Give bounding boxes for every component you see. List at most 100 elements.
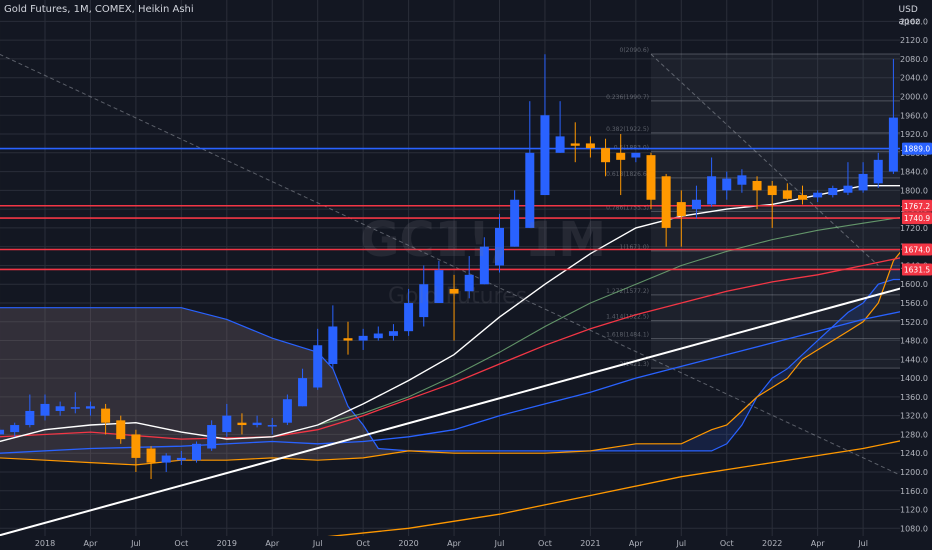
ma-green-line [317, 214, 932, 426]
candle-body [0, 429, 5, 435]
diagonal-dashed-line-2 [650, 53, 879, 266]
price-level-badge-label: 1740.9 [904, 214, 930, 223]
candle-body [479, 246, 489, 285]
candle-body [40, 403, 50, 416]
diagonal-dashed-line [0, 53, 924, 487]
fib-level-label: 0.786(1755.3) [606, 204, 649, 211]
price-tick-label: 1360.0 [900, 393, 928, 402]
price-tick-label: 2160.0 [900, 17, 928, 26]
price-axis: 1080.0 1120.0 1160.0 1200.0 1240.0 1280.0 1320… [900, 0, 932, 550]
price-tick-label: 1120.0 [900, 506, 928, 515]
price-tick-label: 1560.0 [900, 299, 928, 308]
time-tick-label: 2021 [580, 539, 600, 548]
price-tick-label: 1600.0 [900, 280, 928, 289]
candle-body [25, 410, 35, 426]
chart-title: Gold Futures, 1M, COMEX, Heikin Ashi [4, 4, 194, 15]
candle-body [419, 284, 429, 318]
candle-body [631, 152, 641, 158]
candle-body [101, 408, 111, 423]
candle-body [585, 143, 595, 149]
candle-body [131, 434, 141, 458]
ma-orange-line [181, 433, 932, 548]
candle-body [707, 176, 717, 205]
time-tick-label: 2018 [35, 539, 55, 548]
candle-body [676, 202, 686, 217]
cloud-upper-line [0, 278, 924, 452]
price-tick-label: 1400.0 [900, 374, 928, 383]
time-tick-label: Apr [84, 539, 99, 548]
cloud-area [0, 239, 924, 465]
candle-body [328, 326, 338, 365]
time-tick-label: Oct [356, 539, 370, 548]
candle-body [752, 180, 762, 191]
price-tick-label: 1920.0 [900, 130, 928, 139]
time-tick-label: Apr [265, 539, 280, 548]
candle-body [146, 448, 156, 463]
currency-code: USD [898, 5, 918, 15]
candle-body [737, 175, 747, 185]
price-level-badge-label: 1631.5 [904, 265, 930, 274]
price-tick-label: 1800.0 [900, 186, 928, 195]
candle-body [616, 152, 626, 160]
candle-body [207, 425, 217, 449]
currency-label: USD apoz [899, 4, 920, 28]
price-level-badge-label: 1674.0 [904, 246, 930, 255]
fib-level-label: 0.618(1826.6) [606, 171, 649, 178]
candle-body [161, 455, 171, 463]
price-tick-label: 1080.0 [900, 524, 928, 533]
time-tick-label: Oct [538, 539, 552, 548]
price-tick-label: 1440.0 [900, 355, 928, 364]
price-tick-label: 1720.0 [900, 224, 928, 233]
candle-body [464, 274, 474, 292]
price-level-badge [902, 243, 932, 256]
time-tick-label: Apr [629, 539, 644, 548]
candle-body [343, 338, 353, 341]
time-tick-label: Oct [720, 539, 734, 548]
time-axis-bg [0, 536, 900, 550]
candle-body [495, 227, 504, 266]
candle-body [813, 192, 823, 198]
candle-body [116, 420, 126, 440]
time-tick-label: Jul [675, 539, 686, 548]
candle-body [267, 425, 277, 427]
watermark-symbol: GC1!, 1M [360, 212, 607, 268]
time-tick-label: Jul [857, 539, 868, 548]
fib-level-label: 1.272(1577.2) [606, 288, 649, 295]
candle-body [873, 159, 883, 184]
candle-body [10, 425, 20, 433]
time-tick-label: 2020 [398, 539, 418, 548]
candle-body [388, 331, 398, 336]
candle-body [601, 148, 611, 163]
fib-level-label: 0.382(1922.5) [606, 126, 649, 133]
candle-body [176, 457, 186, 461]
fib-level-label: 1(1671.0) [620, 244, 650, 251]
price-tick-label: 1520.0 [900, 318, 928, 327]
price-level-badge [902, 199, 932, 212]
price-tick-label: 1320.0 [900, 412, 928, 421]
candle-body [510, 199, 520, 247]
ascending-trendline [0, 278, 932, 537]
time-tick-label: Apr [811, 539, 826, 548]
candle-body [828, 188, 838, 196]
time-tick-label: Oct [174, 539, 188, 548]
price-level-badge [902, 212, 932, 225]
price-tick-label: 2000.0 [900, 92, 928, 101]
candle-body [525, 152, 535, 228]
candle-body [358, 335, 368, 341]
candle-body [313, 345, 323, 388]
candle-body [449, 288, 459, 294]
candle-body [404, 303, 414, 332]
candle-body [540, 115, 550, 196]
candle-body [798, 195, 807, 200]
candle-body [85, 406, 95, 409]
candle-body [222, 415, 232, 433]
candle-body [843, 185, 853, 193]
candle-body [70, 407, 80, 409]
candle-body [570, 143, 580, 146]
candle-body [434, 270, 444, 304]
price-tick-label: 1280.0 [900, 430, 928, 439]
candle-body [782, 190, 792, 199]
fib-level-label: 0(2090.6) [620, 47, 650, 54]
candle-body [237, 422, 247, 426]
